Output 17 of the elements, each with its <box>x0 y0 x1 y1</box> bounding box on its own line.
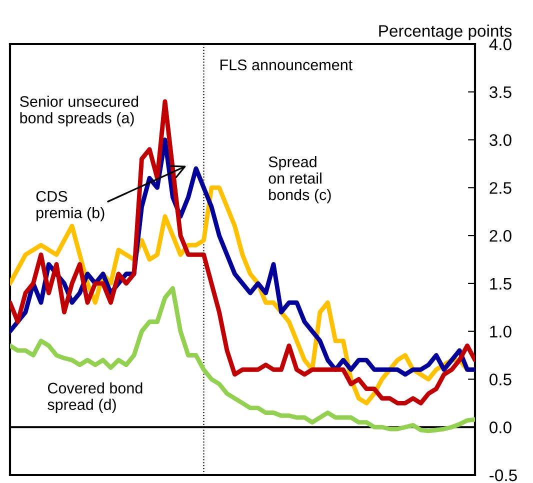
annotation: Covered bond spread (d) <box>48 382 142 414</box>
y-tick-label: -0.5 <box>490 469 517 482</box>
y-tick-label: 3.0 <box>490 134 512 146</box>
annotation: CDS premia (b) <box>36 190 104 222</box>
annotation: Spread on retail bonds (c) <box>268 156 331 204</box>
y-tick-label: 2.0 <box>490 230 512 242</box>
annotation: Senior unsecured bond spreads (a) <box>20 96 138 126</box>
y-tick-label: 1.0 <box>490 326 512 338</box>
y-tick-label: 2.5 <box>490 182 512 194</box>
y-tick-label: 0.5 <box>490 374 512 386</box>
annotation: FLS announcement <box>220 59 352 70</box>
y-tick-label: 0.0 <box>490 422 512 434</box>
y-tick-label: 1.5 <box>490 278 512 290</box>
y-tick-label: 3.5 <box>490 86 512 98</box>
line-series <box>10 286 475 434</box>
y-axis-title: Percentage points <box>379 24 512 40</box>
y-tick-label: 4.0 <box>489 38 512 50</box>
